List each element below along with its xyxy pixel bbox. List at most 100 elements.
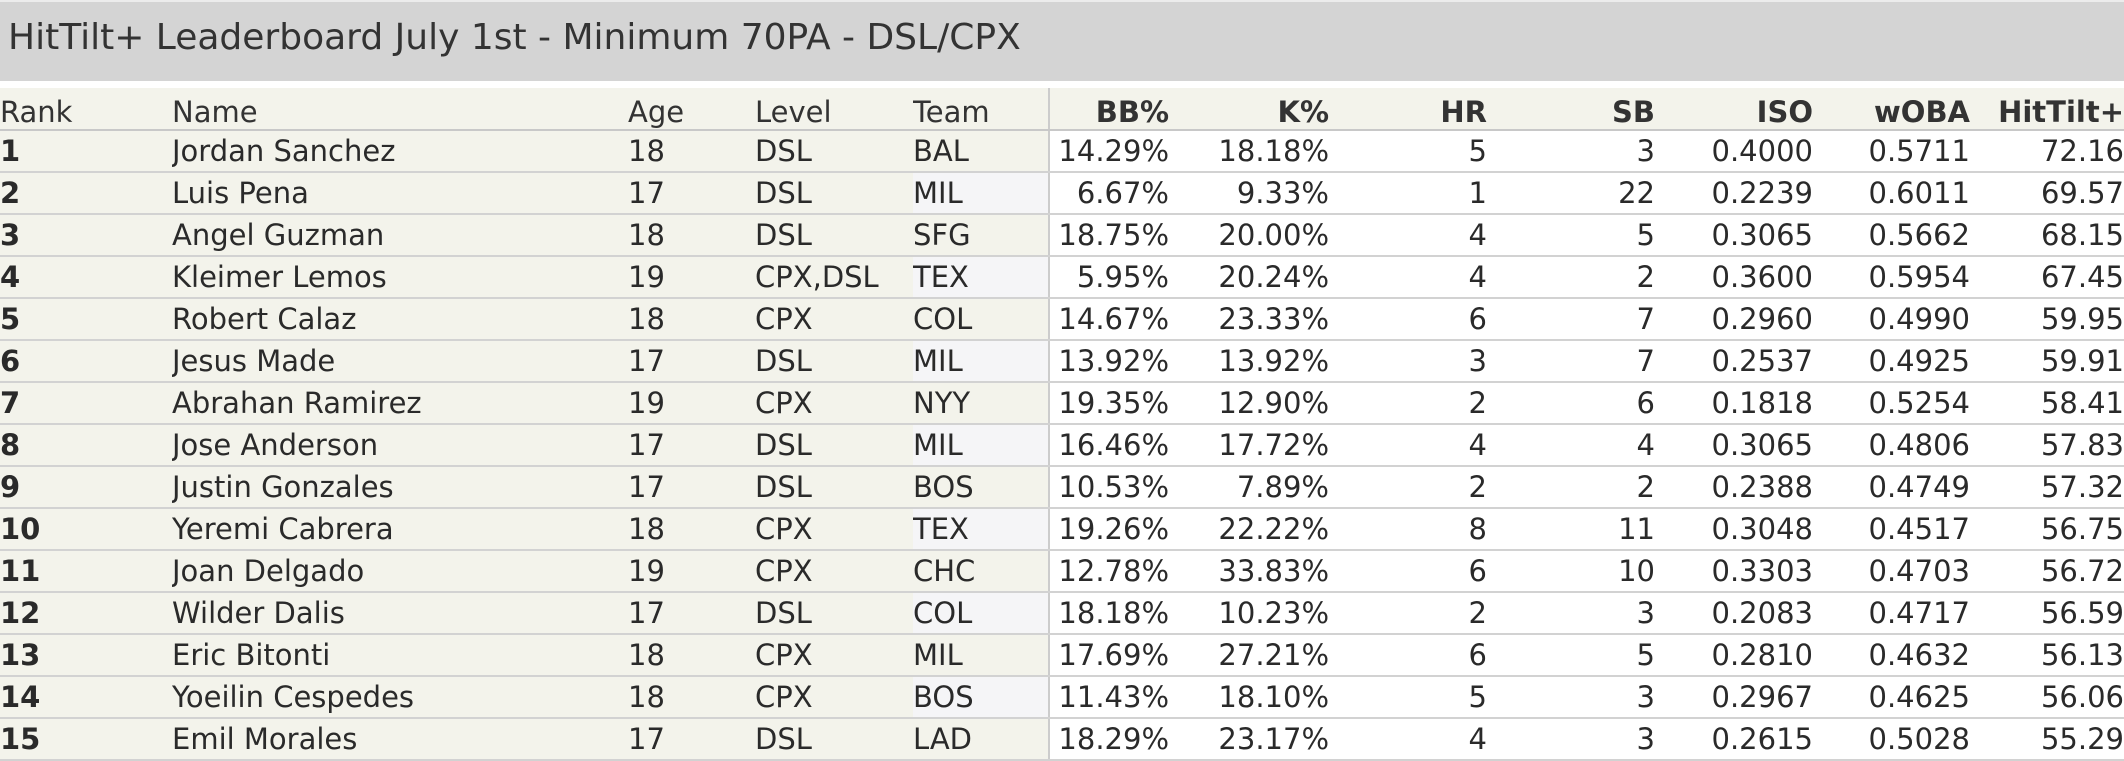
cell-hr: 4	[1329, 718, 1487, 761]
cell-rank: 3	[0, 214, 172, 257]
page-title: HitTilt+ Leaderboard July 1st - Minimum …	[8, 17, 1021, 58]
cell-bb-pct: 17.69%	[1048, 634, 1169, 677]
cell-k-pct: 23.33%	[1169, 298, 1329, 341]
table-row[interactable]: 6 Jesus Made 17 DSL MIL 13.92% 13.92% 3 7 0.2537 0…	[0, 340, 2124, 383]
cell-sb: 5	[1487, 214, 1655, 257]
cell-level: DSL	[755, 172, 913, 215]
table-row[interactable]: 10 Yeremi Cabrera 18 CPX TEX 19.26% 22.22% 8 11 0…	[0, 508, 2124, 551]
cell-sb: 3	[1487, 130, 1655, 173]
cell-hr: 2	[1329, 382, 1487, 425]
cell-hittilt: 72.16	[1970, 130, 2124, 173]
table-row[interactable]: 3 Angel Guzman 18 DSL SFG 18.75% 20.00% 4 5 0.306…	[0, 214, 2124, 257]
cell-age: 19	[628, 550, 755, 593]
cell-level: CPX	[755, 634, 913, 677]
table-row[interactable]: 14 Yoeilin Cespedes 18 CPX BOS 11.43% 18.10% 5 3…	[0, 676, 2124, 719]
cell-iso: 0.2083	[1655, 592, 1813, 635]
cell-sb: 3	[1487, 592, 1655, 635]
cell-hittilt: 68.15	[1970, 214, 2124, 257]
table-row[interactable]: 15 Emil Morales 17 DSL LAD 18.29% 23.17% 4 3 0.26…	[0, 718, 2124, 761]
cell-rank: 2	[0, 172, 172, 215]
cell-player-name: Luis Pena	[172, 172, 628, 215]
cell-rank: 14	[0, 676, 172, 719]
cell-team: BOS	[913, 676, 1049, 719]
cell-player-name: Jose Anderson	[172, 424, 628, 467]
cell-k-pct: 27.21%	[1169, 634, 1329, 677]
cell-level: CPX	[755, 298, 913, 341]
table-row[interactable]: 13 Eric Bitonti 18 CPX MIL 17.69% 27.21% 6 5 0.28…	[0, 634, 2124, 677]
header-iso[interactable]: ISO	[1655, 88, 1813, 131]
cell-iso: 0.1818	[1655, 382, 1813, 425]
cell-hittilt: 56.06	[1970, 676, 2124, 719]
cell-iso: 0.3065	[1655, 214, 1813, 257]
cell-k-pct: 17.72%	[1169, 424, 1329, 467]
header-team[interactable]: Team	[913, 88, 1049, 131]
cell-woba: 0.4990	[1813, 298, 1970, 341]
cell-hr: 8	[1329, 508, 1487, 551]
cell-age: 17	[628, 172, 755, 215]
header-hr[interactable]: HR	[1329, 88, 1487, 131]
cell-rank: 5	[0, 298, 172, 341]
table-row[interactable]: 5 Robert Calaz 18 CPX COL 14.67% 23.33% 6 7 0.296…	[0, 298, 2124, 341]
table-row[interactable]: 11 Joan Delgado 19 CPX CHC 12.78% 33.83% 6 10 0.3…	[0, 550, 2124, 593]
table-row[interactable]: 9 Justin Gonzales 17 DSL BOS 10.53% 7.89% 2 2 0.2…	[0, 466, 2124, 509]
cell-hittilt: 69.57	[1970, 172, 2124, 215]
cell-k-pct: 22.22%	[1169, 508, 1329, 551]
header-woba[interactable]: wOBA	[1813, 88, 1970, 131]
cell-age: 17	[628, 592, 755, 635]
header-name[interactable]: Name	[172, 88, 628, 131]
cell-player-name: Jordan Sanchez	[172, 130, 628, 173]
cell-level: CPX	[755, 508, 913, 551]
cell-hr: 6	[1329, 550, 1487, 593]
cell-hittilt: 58.41	[1970, 382, 2124, 425]
cell-woba: 0.5028	[1813, 718, 1970, 761]
header-level[interactable]: Level	[755, 88, 913, 131]
cell-team: MIL	[913, 424, 1049, 467]
cell-level: DSL	[755, 424, 913, 467]
header-k-pct[interactable]: K%	[1169, 88, 1329, 131]
cell-team: BAL	[913, 130, 1049, 173]
header-age[interactable]: Age	[628, 88, 755, 131]
header-bb-pct[interactable]: BB%	[1048, 88, 1169, 131]
table-row[interactable]: 1 Jordan Sanchez 18 DSL BAL 14.29% 18.18% 5 3 0.4…	[0, 130, 2124, 173]
table-header: Rank Name Age Level Team BB% K% HR SB IS…	[0, 88, 2124, 131]
cell-sb: 10	[1487, 550, 1655, 593]
cell-player-name: Robert Calaz	[172, 298, 628, 341]
cell-iso: 0.2537	[1655, 340, 1813, 383]
cell-player-name: Joan Delgado	[172, 550, 628, 593]
cell-rank: 1	[0, 130, 172, 173]
cell-player-name: Kleimer Lemos	[172, 256, 628, 299]
cell-hr: 1	[1329, 172, 1487, 215]
cell-k-pct: 7.89%	[1169, 466, 1329, 509]
cell-age: 19	[628, 256, 755, 299]
table-row[interactable]: 2 Luis Pena 17 DSL MIL 6.67% 9.33% 1 22 0.2239 0.6…	[0, 172, 2124, 215]
table-row[interactable]: 12 Wilder Dalis 17 DSL COL 18.18% 10.23% 2 3 0.20…	[0, 592, 2124, 635]
header-row: Rank Name Age Level Team BB% K% HR SB IS…	[0, 88, 2124, 131]
cell-bb-pct: 18.18%	[1048, 592, 1169, 635]
cell-sb: 2	[1487, 256, 1655, 299]
leaderboard-table: Rank Name Age Level Team BB% K% HR SB IS…	[0, 88, 2124, 761]
header-sb[interactable]: SB	[1487, 88, 1655, 131]
cell-age: 19	[628, 382, 755, 425]
cell-team: CHC	[913, 550, 1049, 593]
cell-iso: 0.2388	[1655, 466, 1813, 509]
table-row[interactable]: 4 Kleimer Lemos 19 CPX,DSL TEX 5.95% 20.24% 4 2 0…	[0, 256, 2124, 299]
cell-hr: 4	[1329, 256, 1487, 299]
table-row[interactable]: 8 Jose Anderson 17 DSL MIL 16.46% 17.72% 4 4 0.30…	[0, 424, 2124, 467]
cell-level: DSL	[755, 466, 913, 509]
cell-rank: 11	[0, 550, 172, 593]
cell-sb: 3	[1487, 676, 1655, 719]
cell-bb-pct: 19.35%	[1048, 382, 1169, 425]
cell-team: MIL	[913, 634, 1049, 677]
cell-team: NYY	[913, 382, 1049, 425]
table-row[interactable]: 7 Abrahan Ramirez 19 CPX NYY 19.35% 12.90% 2 6 0.…	[0, 382, 2124, 425]
header-rank[interactable]: Rank	[0, 88, 172, 131]
title-bar: HitTilt+ Leaderboard July 1st - Minimum …	[0, 0, 2124, 81]
cell-k-pct: 18.10%	[1169, 676, 1329, 719]
cell-iso: 0.2960	[1655, 298, 1813, 341]
cell-sb: 5	[1487, 634, 1655, 677]
cell-hr: 6	[1329, 634, 1487, 677]
cell-bb-pct: 14.29%	[1048, 130, 1169, 173]
cell-hittilt: 59.95	[1970, 298, 2124, 341]
header-hittilt[interactable]: HitTilt+	[1970, 88, 2124, 131]
cell-hittilt: 57.83	[1970, 424, 2124, 467]
